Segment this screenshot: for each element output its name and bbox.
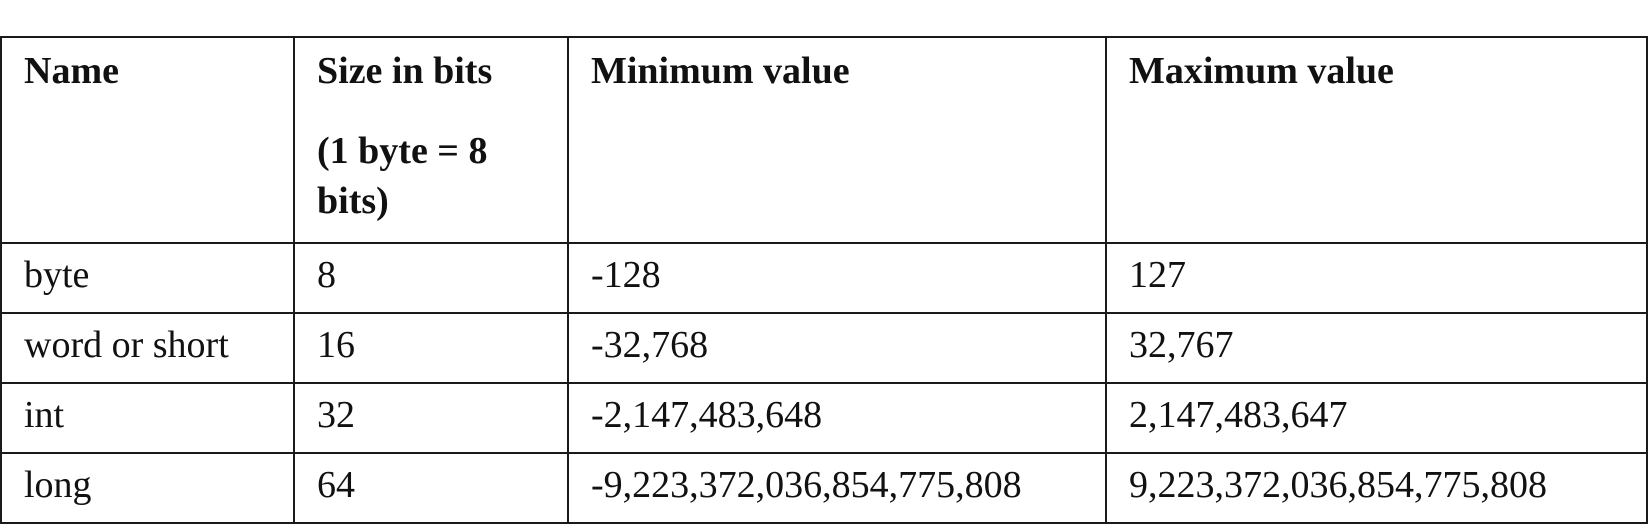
cell-size: 64 (293, 452, 569, 524)
table-row: int 32 -2,147,483,648 2,147,483,647 (0, 382, 1648, 454)
cell-min: -2,147,483,648 (567, 382, 1107, 454)
table-row: long 64 -9,223,372,036,854,775,808 9,223… (0, 452, 1648, 524)
cell-max: 127 (1105, 242, 1648, 314)
header-min-label: Minimum value (591, 50, 850, 92)
cell-max: 2,147,483,647 (1105, 382, 1648, 454)
header-min: Minimum value (567, 36, 1107, 244)
cell-min: -128 (567, 242, 1107, 314)
table-row: byte 8 -128 127 (0, 242, 1648, 314)
header-size-line3: bits) (317, 180, 389, 222)
header-name-label: Name (24, 50, 119, 92)
cell-size: 8 (293, 242, 569, 314)
header-name: Name (0, 36, 295, 244)
cell-max: 32,767 (1105, 312, 1648, 384)
table-row: word or short 16 -32,768 32,767 (0, 312, 1648, 384)
header-size-line1: Size in bits (317, 50, 493, 92)
cell-min: -32,768 (567, 312, 1107, 384)
cell-name: int (0, 382, 295, 454)
header-max: Maximum value (1105, 36, 1648, 244)
cell-max: 9,223,372,036,854,775,808 (1105, 452, 1648, 524)
cell-size: 16 (293, 312, 569, 384)
integer-types-table: Name Size in bits (1 byte = 8 bits) Mini… (0, 36, 1648, 524)
header-size-line2: (1 byte = 8 (317, 130, 488, 172)
header-max-label: Maximum value (1129, 50, 1394, 92)
cell-size: 32 (293, 382, 569, 454)
cell-name: byte (0, 242, 295, 314)
cell-min: -9,223,372,036,854,775,808 (567, 452, 1107, 524)
header-size: Size in bits (1 byte = 8 bits) (293, 36, 569, 244)
cell-name: long (0, 452, 295, 524)
header-row: Name Size in bits (1 byte = 8 bits) Mini… (0, 36, 1648, 244)
cell-name: word or short (0, 312, 295, 384)
